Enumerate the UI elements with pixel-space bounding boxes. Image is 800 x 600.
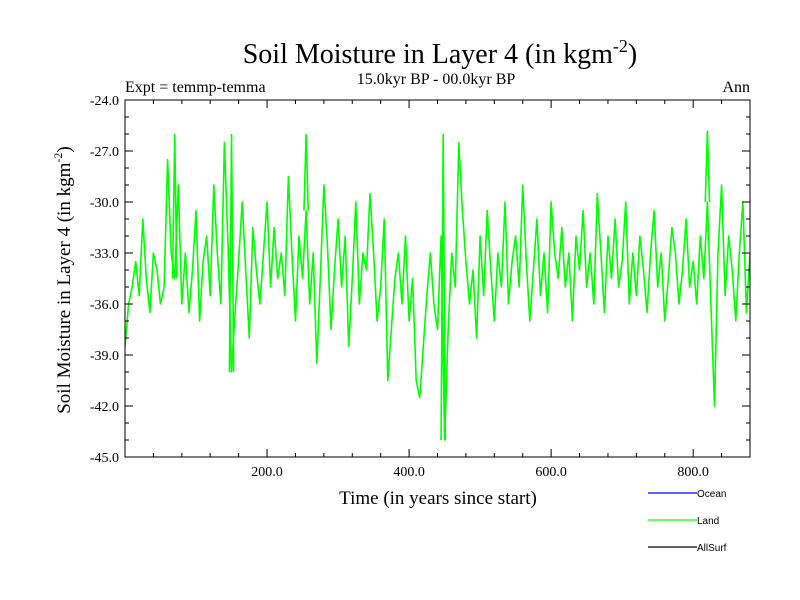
series-peak [440,133,447,441]
series-layer [125,130,750,441]
y-tick-label: -45.0 [90,451,119,466]
series-peak [704,130,711,203]
y-tick-label: -36.0 [90,298,119,313]
series-peak [303,133,310,211]
legend-label-ocean: Ocean [697,489,726,500]
x-tick-label: 800.0 [677,465,709,480]
y-axis-label-main: Soil Moisture in Layer 4 (in kgm [54,162,75,413]
y-axis-label-close: ) [54,146,75,152]
x-tick-label: 600.0 [535,465,567,480]
chart-title-main: Soil Moisture in Layer 4 (in kgm [243,39,613,70]
y-tick-label: -42.0 [90,400,119,415]
legend-label-allsurf: AllSurf [697,543,727,554]
x-tick-label: 200.0 [251,465,283,480]
chart-subtitle: 15.0kyr BP - 00.0kyr BP [357,71,516,88]
axes-layer: -24.0 -27.0 -30.0 -33.0 -36.0 -39.0 -42.0 -45.0… [90,94,751,480]
x-axis-label: Time (in years since start) [339,488,537,509]
legend-label-land: Land [697,516,719,527]
series-peak [228,133,235,373]
season-label: Ann [722,79,750,96]
legend: Ocean Land AllSurf [648,489,727,554]
y-tick-label: -33.0 [90,247,119,262]
chart-title-sup: -2 [613,36,628,56]
x-tick-label: 400.0 [393,465,425,480]
y-tick-label: -27.0 [90,145,119,160]
chart-title-close: ) [628,39,637,70]
expt-label: Expt = temmp-temma [125,79,266,96]
chart-title: Soil Moisture in Layer 4 (in kgm-2) [243,36,638,70]
y-axis-label-sup: -2 [51,153,65,163]
y-tick-label: -30.0 [90,196,119,211]
y-tick-label: -39.0 [90,349,119,364]
plot-area [125,130,750,441]
y-tick-label: -24.0 [90,94,119,109]
series-line-land [125,141,750,441]
series-peak [171,133,178,279]
y-axis-label: Soil Moisture in Layer 4 (in kgm-2) [51,146,75,414]
